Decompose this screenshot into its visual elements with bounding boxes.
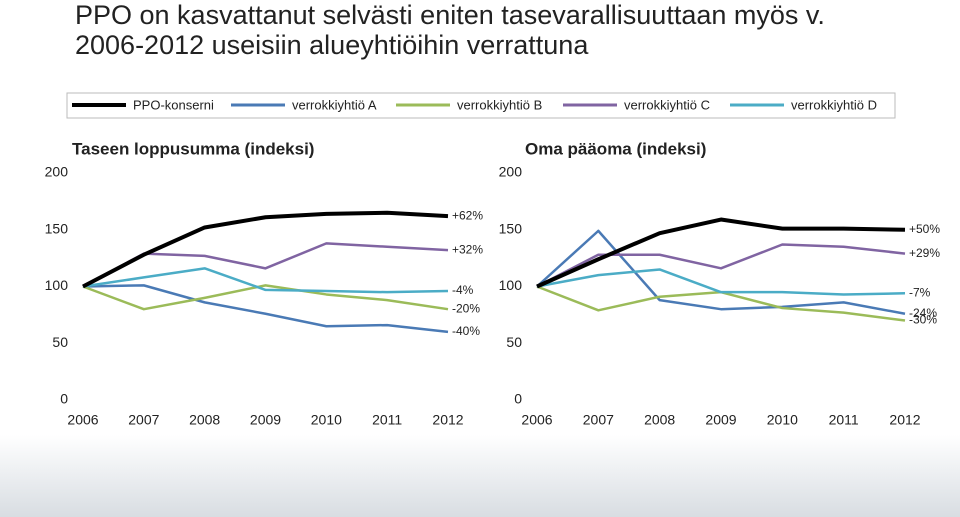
end-label: -7% [909, 285, 931, 299]
legend-label: verrokkiyhtiö B [457, 97, 542, 112]
legend-label: PPO-konserni [133, 97, 214, 112]
x-tick-label: 2011 [829, 412, 859, 428]
legend-box [66, 92, 896, 119]
series-line [536, 217, 906, 289]
y-tick-label: 150 [499, 220, 523, 236]
series-line [536, 229, 906, 315]
y-tick-label: 50 [52, 334, 68, 350]
legend-label: verrokkiyhtiö D [791, 97, 877, 112]
x-tick-label: 2012 [432, 412, 463, 428]
x-tick-label: 2011 [372, 412, 402, 428]
x-tick-label: 2006 [521, 412, 552, 428]
series-line [82, 284, 449, 334]
slide-title: PPO on kasvattanut selvästi eniten tasev… [75, 0, 825, 30]
x-tick-label: 2007 [128, 412, 159, 428]
legend: PPO-konserni verrokkiyhtiö A verrokkiyhtiö… [72, 97, 877, 112]
y-tick-label: 150 [45, 220, 69, 236]
y-tick-label: 100 [45, 277, 69, 293]
legend-label: verrokkiyhtiö C [624, 97, 710, 112]
end-label: -40% [452, 324, 480, 338]
y-tick-label: 0 [514, 391, 522, 407]
series-line [82, 284, 449, 311]
x-tick-label: 2010 [767, 412, 798, 428]
end-label: +29% [909, 246, 940, 260]
series-line [82, 242, 449, 288]
end-label: -30% [909, 313, 937, 327]
y-tick-label: 100 [499, 277, 523, 293]
x-tick-label: 2012 [889, 412, 920, 428]
chart-title: Taseen loppusumma (indeksi) [72, 139, 314, 158]
end-label: +62% [452, 208, 483, 222]
x-tick-label: 2010 [311, 412, 342, 428]
x-tick-label: 2007 [583, 412, 614, 428]
x-tick-label: 2006 [67, 412, 98, 428]
series-line [536, 268, 906, 296]
x-tick-label: 2008 [189, 412, 220, 428]
end-label: -20% [452, 301, 480, 315]
slide-title: 2006-2012 useisiin alueyhtiöihin verratt… [75, 30, 589, 60]
y-tick-label: 200 [499, 164, 523, 180]
end-label: +32% [452, 242, 483, 256]
series-line [82, 267, 449, 294]
background-decoration [0, 435, 960, 517]
series-line [536, 243, 906, 288]
charts: Taseen loppusumma (indeksi) 0 50 100 150 200 2… [45, 139, 941, 427]
legend-label: verrokkiyhtiö A [292, 97, 377, 112]
y-tick-label: 50 [506, 334, 522, 350]
end-label: +50% [909, 222, 940, 236]
x-tick-label: 2009 [250, 412, 281, 428]
series-line [82, 210, 449, 289]
end-label: -24% [909, 306, 937, 320]
x-tick-label: 2008 [644, 412, 675, 428]
y-tick-label: 200 [45, 164, 69, 180]
end-label: -4% [452, 283, 474, 297]
x-tick-label: 2009 [705, 412, 736, 428]
chart-title: Oma pääoma (indeksi) [525, 139, 706, 158]
y-tick-label: 0 [60, 391, 68, 407]
